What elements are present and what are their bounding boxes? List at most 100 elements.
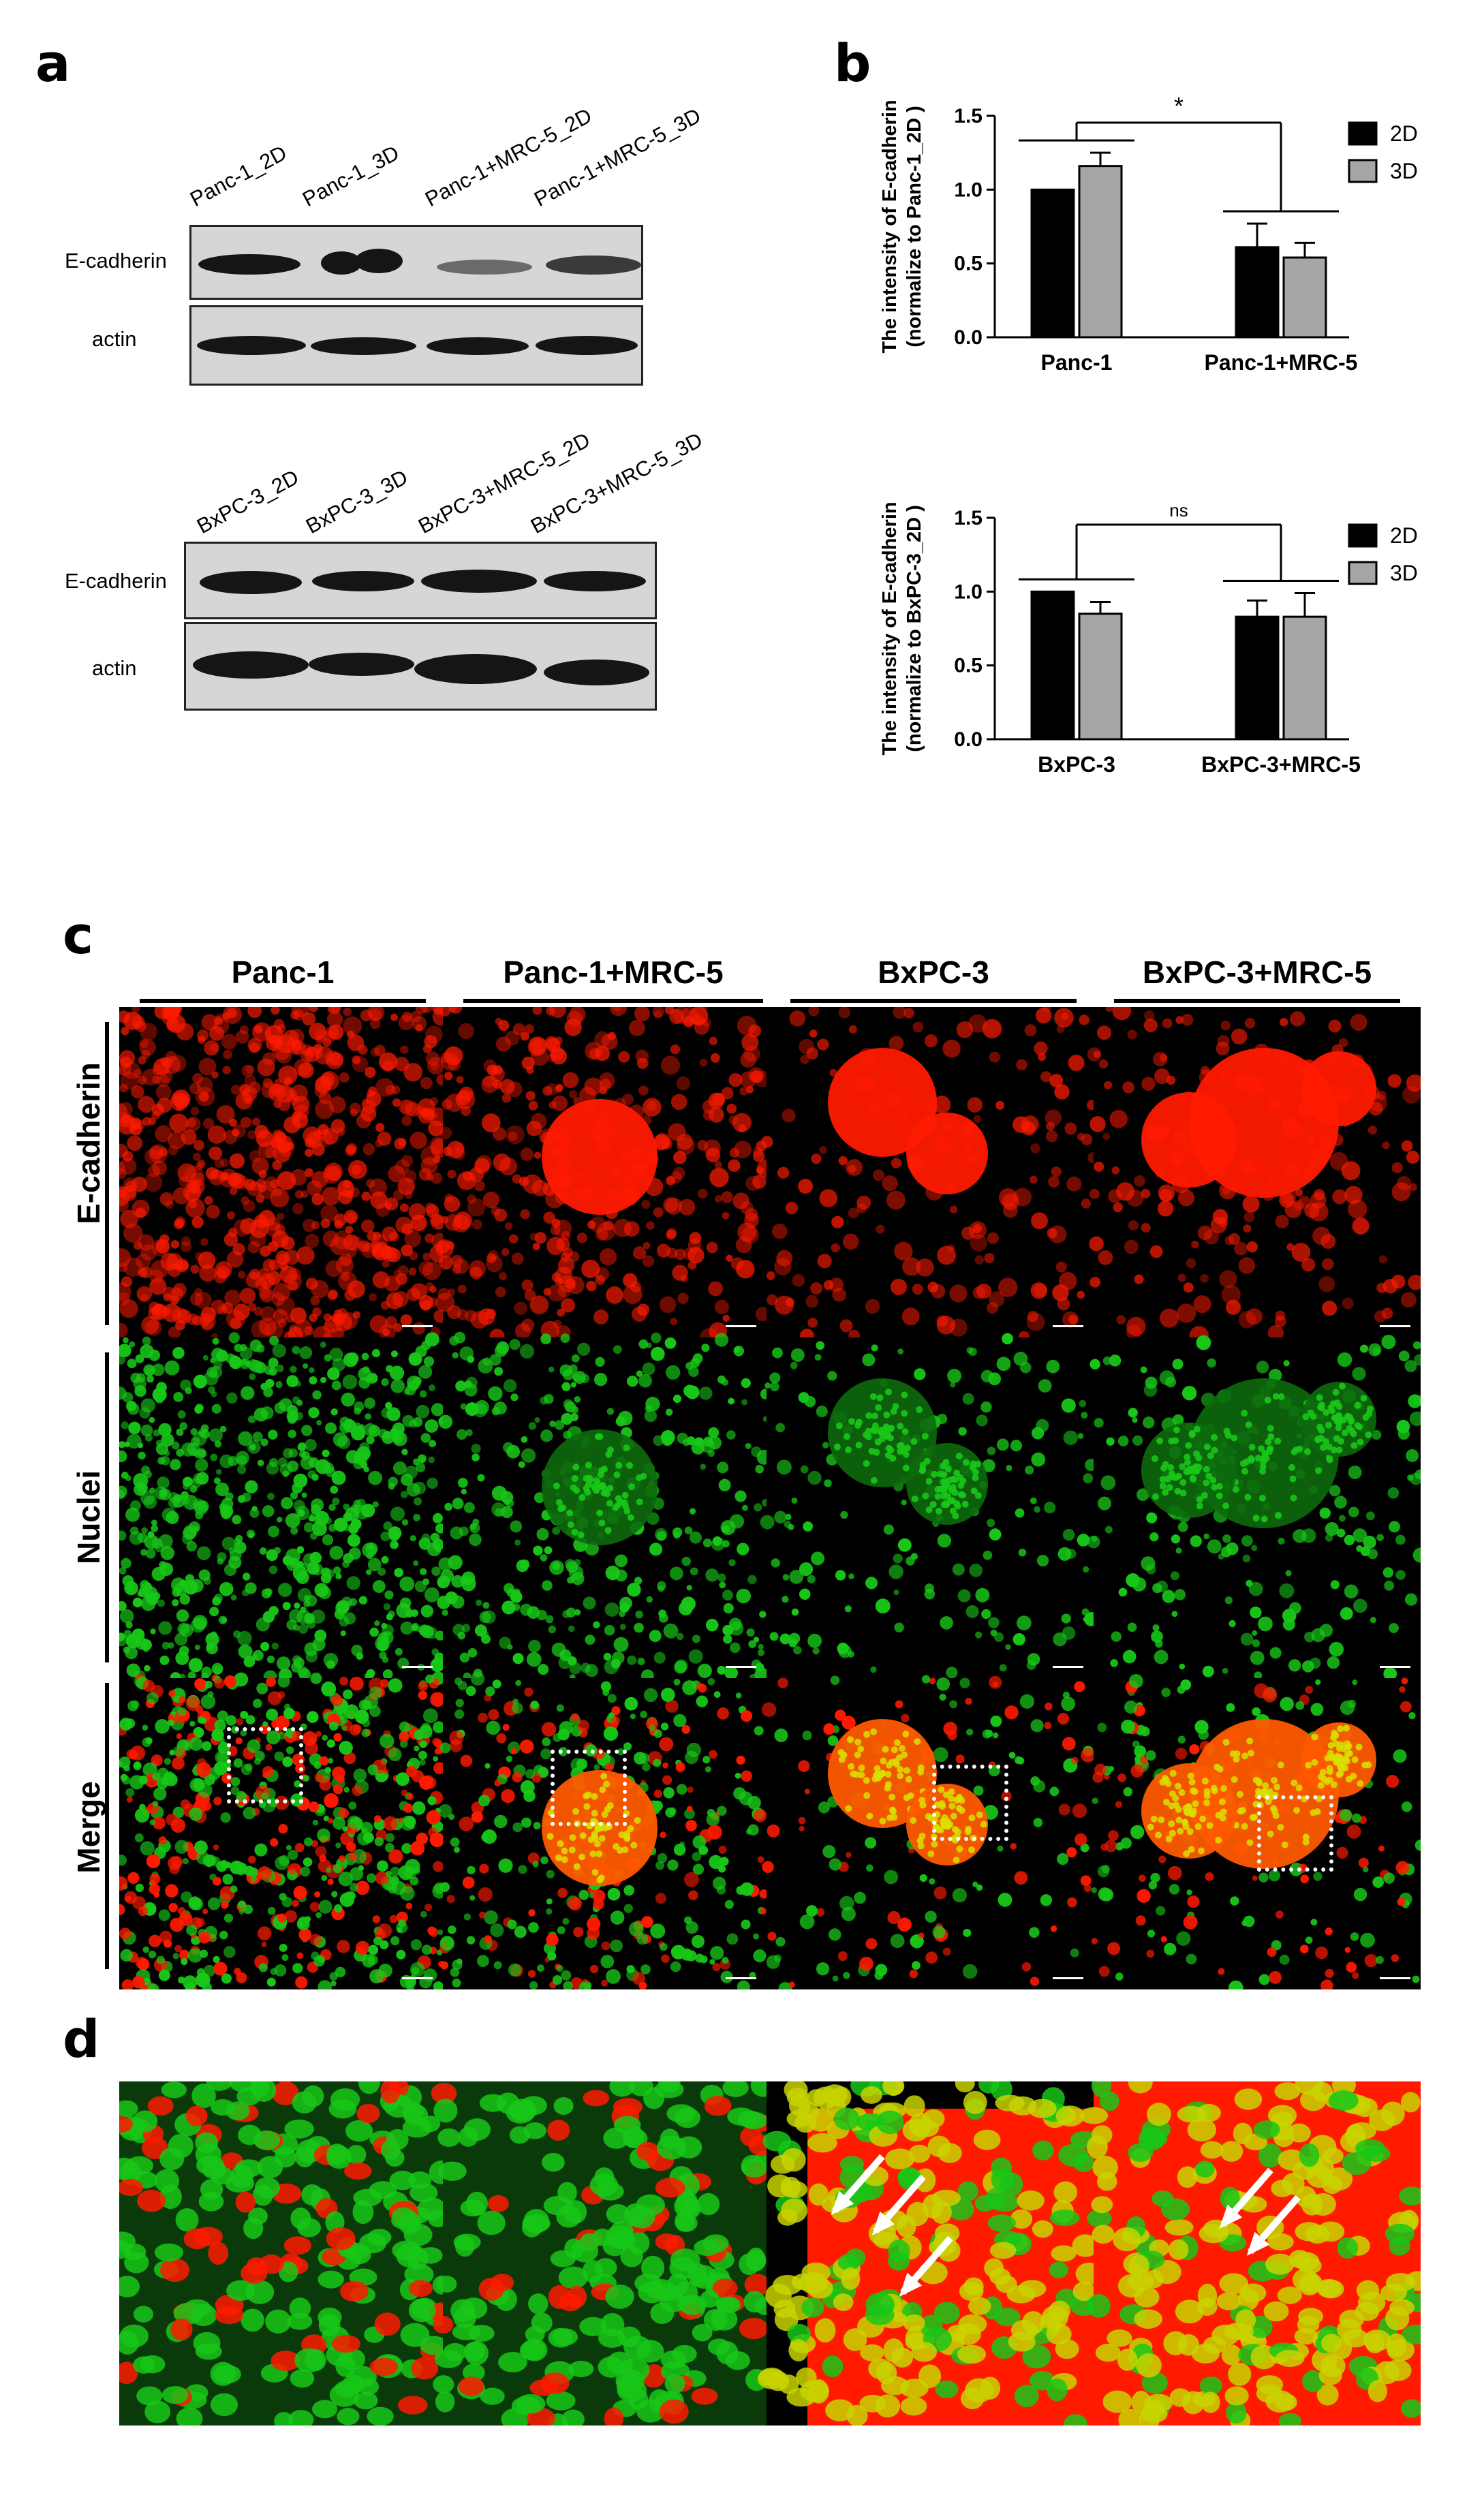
bar-2D-0 [1030,188,1075,339]
column-header: BxPC-3 [878,955,989,990]
column-header: Panc-1+MRC-5 [503,955,724,990]
legend-swatch [1348,121,1378,146]
legend-label: 2D [1390,121,1418,146]
x-tick-label: Panc-1 [1041,350,1113,375]
zoom-tile [757,2073,1102,2434]
scale-bar [1380,1666,1410,1668]
legend-label: 3D [1390,159,1418,183]
row-header: Nuclei [71,1470,106,1565]
panel-label-b: b [834,33,871,93]
blot-actin-bottom [184,622,657,711]
arrow-icon [831,2154,885,2216]
bar-chart-bxpc3: 0.0 0.5 1.0 1.5 The intensity of E-cadherin(… [879,500,1418,777]
scale-bar [1053,1666,1083,1668]
legend-label: 2D [1390,523,1418,548]
bar-2D-1 [1235,615,1280,741]
row-header: E-cadherin [71,1062,106,1224]
bar-2D-1 [1235,246,1280,339]
zoom-inset-image [106,2071,1434,2434]
panel-label-c: c [63,905,94,965]
legend-swatch [1348,523,1378,548]
inset-marker [1257,1795,1333,1872]
scale-bar [1380,1325,1410,1327]
arrow-icon [1219,2167,1273,2229]
y-tick-label: 1.5 [954,105,983,127]
y-axis-label: The intensity of E-cadherin (normalize to… [879,501,925,755]
column-header: BxPC-3+MRC-5 [1142,955,1372,990]
x-tick-label: BxPC-3+MRC-5 [1201,752,1361,777]
scale-bar [1380,1977,1410,1979]
blot-row-label: E-cadherin [65,569,167,593]
arrow-icon [1246,2195,1301,2257]
zoom-inset-strip [106,2071,1434,2434]
significance-label: ns [1169,500,1188,521]
row-divider [105,1683,109,1969]
legend-label: 3D [1390,561,1418,585]
chart-axes: 0.0 0.5 1.0 1.5 [954,507,1349,751]
bar-2D-0 [1030,590,1075,741]
row-header: Merge [71,1781,106,1874]
row-divider [105,1352,109,1662]
micro-tile [113,1332,446,1684]
micro-tile [435,998,776,1347]
scale-bar [402,1977,433,1979]
column-divider [1114,999,1400,1003]
x-tick-label: BxPC-3 [1038,752,1115,777]
inset-marker [227,1727,303,1803]
microscopy-image [111,998,1428,1996]
y-tick-label: 1.0 [954,179,983,201]
panel-label-d: d [63,2009,100,2069]
scale-bar [726,1977,756,1979]
significance-bracket [1019,121,1339,213]
micro-tile [760,1333,1099,1679]
arrow-icon [871,2174,926,2236]
micro-tile [1087,1001,1424,1346]
y-tick-label: 1.0 [954,580,983,603]
x-tick-label: Panc-1+MRC-5 [1205,350,1358,375]
micro-tile [1091,1673,1427,1996]
significance-bracket [1019,523,1339,582]
column-divider [140,999,426,1003]
row-divider [105,1022,109,1325]
legend-swatch [1348,159,1378,183]
micro-tile [111,998,450,1344]
arrow-icon [899,2235,953,2297]
blot-row-label: E-cadherin [65,249,167,273]
y-tick-label: 1.5 [954,507,983,529]
microscopy-grid [111,998,1428,1996]
bar-chart-panc1: 0.0 0.5 1.0 1.5 The intensity of E-cadherin(… [879,92,1418,375]
scale-bar [726,1666,756,1668]
legend-swatch [1348,561,1378,585]
scale-bar [1053,1977,1083,1979]
zoom-tile [106,2071,455,2430]
scale-bar [402,1325,433,1327]
scale-bar [1053,1325,1083,1327]
blot-ecadherin-top [189,225,643,300]
y-tick-label: 0.5 [954,655,983,677]
bar-3D-0 [1078,613,1123,741]
micro-tile [760,1004,1099,1343]
blot-actin-top [189,305,643,386]
micro-tile [437,1331,772,1683]
blot-lane-label: BxPC-3_3D [302,465,412,539]
y-tick-label: 0.5 [954,253,983,275]
blot-lane-label: Panc-1_3D [298,140,403,212]
y-axis-label: The intensity of E-cadherin (normalize to… [879,99,925,353]
micro-tile [113,1671,448,1996]
bar-3D-0 [1078,165,1123,339]
blot-row-label: actin [92,656,137,680]
column-divider [463,999,763,1003]
significance-label: * [1174,92,1184,120]
bar-3D-1 [1282,615,1327,741]
micro-tile [1087,1335,1428,1681]
y-tick-label: 0.0 [954,326,983,349]
column-divider [790,999,1077,1003]
scale-bar [402,1666,433,1668]
inset-marker [932,1765,1008,1841]
scale-bar [726,1325,756,1327]
column-header: Panc-1 [231,955,335,990]
blot-row-label: actin [92,327,137,351]
inset-marker [551,1750,627,1826]
zoom-tile [431,2073,777,2434]
y-tick-label: 0.0 [954,728,983,751]
